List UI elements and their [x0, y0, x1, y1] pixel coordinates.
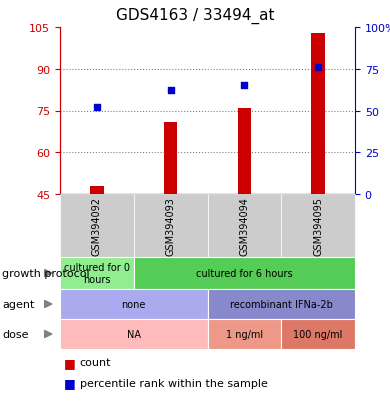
Bar: [238, 109, 251, 195]
Bar: [164, 122, 177, 195]
Text: percentile rank within the sample: percentile rank within the sample: [80, 378, 268, 388]
Text: GDS4163 / 33494_at: GDS4163 / 33494_at: [116, 8, 274, 24]
Text: dose: dose: [2, 329, 28, 339]
Text: GSM394095: GSM394095: [313, 197, 323, 255]
Bar: [90, 186, 103, 195]
Text: agent: agent: [2, 299, 34, 309]
Point: [94, 104, 100, 111]
Text: GSM394094: GSM394094: [239, 197, 249, 255]
Text: count: count: [80, 357, 111, 368]
Text: NA: NA: [127, 329, 141, 339]
Text: ■: ■: [64, 377, 76, 389]
Text: growth protocol: growth protocol: [2, 268, 90, 278]
Text: GSM394093: GSM394093: [166, 197, 176, 255]
Text: ■: ■: [64, 356, 76, 369]
Point: [315, 64, 321, 71]
Bar: [312, 33, 325, 195]
Text: GSM394092: GSM394092: [92, 197, 102, 255]
Point: [241, 83, 248, 90]
Text: recombinant IFNa-2b: recombinant IFNa-2b: [230, 299, 333, 309]
Text: 100 ng/ml: 100 ng/ml: [293, 329, 343, 339]
Point: [168, 88, 174, 95]
Text: cultured for 0
hours: cultured for 0 hours: [64, 263, 130, 284]
Text: 1 ng/ml: 1 ng/ml: [226, 329, 263, 339]
Text: none: none: [122, 299, 146, 309]
Text: cultured for 6 hours: cultured for 6 hours: [196, 268, 292, 278]
